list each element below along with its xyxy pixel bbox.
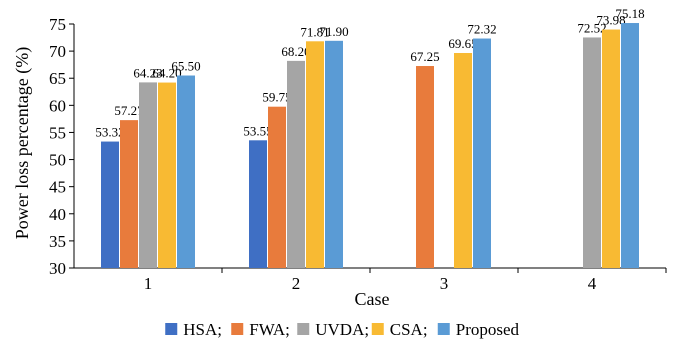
data-label: 72.32 (467, 22, 496, 37)
y-axis-title: Power loss percentage (%) (12, 47, 33, 239)
legend-label: UVDA; (315, 320, 369, 339)
bar (101, 141, 119, 268)
bar (454, 53, 472, 269)
legend-swatch (231, 323, 244, 335)
legend-label: FWA; (249, 320, 290, 339)
y-tick-label: 55 (49, 123, 66, 142)
data-label: 65.50 (171, 59, 200, 74)
bar (268, 106, 286, 268)
y-tick-label: 40 (49, 205, 66, 224)
data-label: 75.18 (615, 6, 644, 21)
y-tick-label: 65 (49, 69, 66, 88)
y-tick-label: 70 (49, 42, 66, 61)
legend-swatch (297, 323, 310, 335)
legend-label: HSA; (183, 320, 222, 339)
data-label: 73.98 (596, 13, 625, 28)
bar (158, 82, 176, 268)
data-label: 53.55 (243, 123, 272, 138)
y-tick-label: 50 (49, 151, 66, 170)
x-tick-label: 2 (292, 274, 301, 293)
legend-swatch (437, 323, 450, 335)
x-tick-label: 3 (440, 274, 449, 293)
y-tick-label: 75 (49, 15, 66, 34)
x-tick-label: 1 (144, 274, 153, 293)
bar (473, 38, 491, 268)
y-tick-label: 60 (49, 96, 66, 115)
plot-area: 30 35 40 45 50 55 60 65 70 75 1 53.32 57.27 64.2364.2… (49, 6, 667, 293)
legend-swatch (371, 323, 384, 335)
bar (583, 37, 601, 268)
bar (120, 120, 138, 268)
data-label: 72.52 (577, 20, 606, 35)
data-label: 69.65 (448, 36, 477, 51)
bar (621, 23, 639, 268)
y-tick-label: 30 (49, 259, 66, 278)
data-label: 71.81 (300, 24, 329, 39)
bar (416, 66, 434, 269)
data-label: 71.90 (319, 24, 348, 39)
data-label: 64.23 (133, 65, 162, 80)
bar (177, 75, 195, 268)
legend: HSA; FWA; UVDA; CSA; Proposed (165, 320, 520, 339)
data-label: 57.27 (114, 103, 144, 118)
bar (325, 40, 343, 269)
legend-label: CSA; (390, 320, 428, 339)
bar (249, 140, 267, 268)
bar (306, 41, 324, 268)
data-label: 53.32 (95, 125, 124, 140)
bar (139, 82, 157, 268)
y-tick-label: 35 (49, 232, 66, 251)
bar (602, 29, 620, 268)
x-tick-label: 4 (588, 274, 597, 293)
y-tick-label: 45 (49, 178, 66, 197)
data-label: 64.20 (152, 66, 181, 81)
x-axis-title: Case (355, 289, 390, 309)
data-label: 68.20 (281, 44, 310, 59)
legend-label: Proposed (456, 320, 520, 339)
bar (287, 60, 305, 269)
legend-swatch (165, 323, 178, 335)
data-label: 67.25 (410, 49, 439, 64)
data-label: 59.75 (262, 90, 291, 105)
